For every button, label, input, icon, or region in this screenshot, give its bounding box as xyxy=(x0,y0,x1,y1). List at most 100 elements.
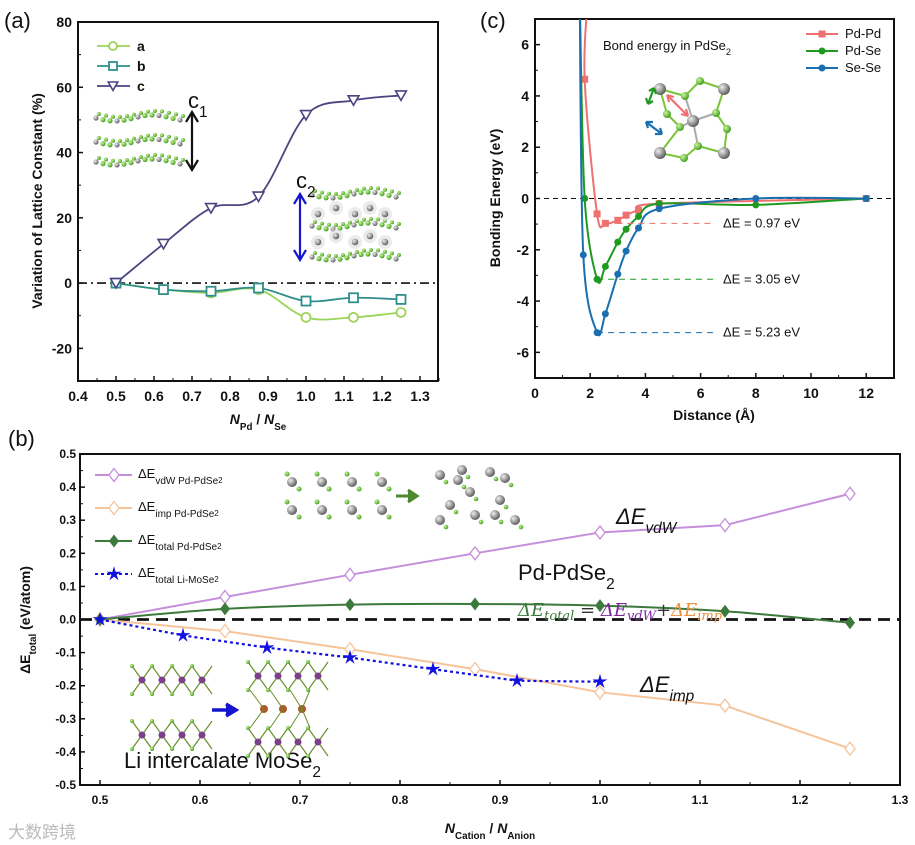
se-atom xyxy=(453,509,459,515)
se-atom xyxy=(125,158,129,163)
y-tick-label: 20 xyxy=(56,210,72,226)
pd-atom xyxy=(93,139,99,145)
x-tick-label: 0.8 xyxy=(392,793,409,807)
c2-label: c2 xyxy=(296,168,316,201)
text-part: total Li-MoSe xyxy=(155,575,214,586)
se-atom xyxy=(181,137,185,142)
pd-atom xyxy=(332,232,340,240)
se-atom xyxy=(696,77,704,85)
x-tick-label: 2 xyxy=(586,385,594,401)
se-atom xyxy=(313,251,317,255)
text-part: 2 xyxy=(214,509,219,518)
se-atom xyxy=(97,112,101,116)
mo-atom xyxy=(158,731,166,739)
se-atom xyxy=(344,499,350,505)
se-atom xyxy=(443,524,449,530)
se-atom xyxy=(121,117,127,123)
y-tick-label: 0.5 xyxy=(59,447,76,461)
double-arrow-c1 xyxy=(185,109,199,173)
se-atom xyxy=(286,754,290,758)
pd-atom xyxy=(381,210,389,218)
se-atom xyxy=(104,137,108,142)
se-atom xyxy=(306,660,310,664)
mo-atom xyxy=(254,738,262,746)
pd-atom xyxy=(314,210,322,218)
se-atom xyxy=(326,514,332,520)
data-point xyxy=(469,545,481,561)
se-atom xyxy=(379,222,385,228)
data-point xyxy=(425,661,441,676)
y-tick-label: -0.4 xyxy=(55,745,76,759)
se-atom xyxy=(128,160,134,166)
pd-atom xyxy=(453,475,463,485)
data-point-b xyxy=(348,292,359,304)
y-tick-label: 0.1 xyxy=(59,579,76,593)
text-part: 2 xyxy=(726,47,731,57)
panel-label: (c) xyxy=(480,8,506,33)
mo-atom xyxy=(198,676,206,684)
data-point-b xyxy=(300,295,312,307)
data-point xyxy=(845,616,855,630)
text-part: 2 xyxy=(214,575,219,584)
data-point-Se-Se xyxy=(655,205,663,213)
pd-atom xyxy=(114,162,120,168)
se-atom xyxy=(386,223,392,229)
se-atom xyxy=(358,220,364,227)
se-atom xyxy=(355,249,359,254)
pd-atom xyxy=(366,204,374,212)
text-part: ΔE xyxy=(138,565,156,580)
panel-label: (a) xyxy=(4,8,31,33)
se-atom xyxy=(362,248,366,253)
pd-atom xyxy=(332,204,340,212)
c1-label: c1 xyxy=(188,88,208,121)
text-part: N xyxy=(445,820,456,836)
text-part: 2 xyxy=(312,764,321,781)
pd-atom xyxy=(156,112,162,119)
y-tick-label: -0.3 xyxy=(55,712,76,726)
pd-atom xyxy=(351,222,357,228)
pd-atom xyxy=(377,505,387,515)
mo-atom xyxy=(158,676,166,684)
data-point-Pd-Se xyxy=(581,195,589,202)
se-atom xyxy=(118,114,122,119)
data-point xyxy=(470,597,480,611)
se-atom xyxy=(386,192,392,198)
panel-label: (b) xyxy=(8,426,35,451)
se-atom xyxy=(397,190,401,195)
se-atom xyxy=(358,251,364,258)
data-point xyxy=(719,517,731,533)
se-atom xyxy=(362,217,366,222)
text-part: N xyxy=(230,411,241,427)
se-atom xyxy=(163,158,169,164)
data-point xyxy=(175,627,191,642)
pd-atom xyxy=(135,114,141,120)
se-atom xyxy=(344,224,350,230)
pdse2-structure-inset xyxy=(644,77,731,162)
data-point-a xyxy=(300,311,312,323)
se-atom xyxy=(190,664,194,668)
se-atom xyxy=(130,719,134,723)
se-atom xyxy=(163,138,169,144)
legend-label-Pd-Se: Pd-Se xyxy=(845,43,881,58)
se-atom xyxy=(383,249,387,254)
data-point xyxy=(219,589,231,605)
x-tick-label: 1.1 xyxy=(334,388,354,404)
x-tick-label: 6 xyxy=(697,385,705,401)
se-atom xyxy=(107,142,113,148)
equation-t2: ΔE xyxy=(670,600,697,621)
mo-atom xyxy=(138,731,146,739)
legend-label: ΔEvdW Pd-PdSe2 xyxy=(138,466,223,487)
pd-atom xyxy=(372,189,378,196)
pd-atom xyxy=(470,510,480,520)
text-part: Pd xyxy=(240,422,253,433)
pd-atom xyxy=(287,505,297,515)
se-atom xyxy=(337,225,343,231)
legend-label-b: b xyxy=(137,58,146,74)
text-part: / xyxy=(486,820,498,836)
text-part: ΔE xyxy=(138,466,156,481)
data-point-Pd-Pd xyxy=(635,206,642,214)
data-point xyxy=(509,672,525,688)
y-tick-label: -2 xyxy=(517,242,530,258)
equation-eq: = xyxy=(574,600,601,621)
